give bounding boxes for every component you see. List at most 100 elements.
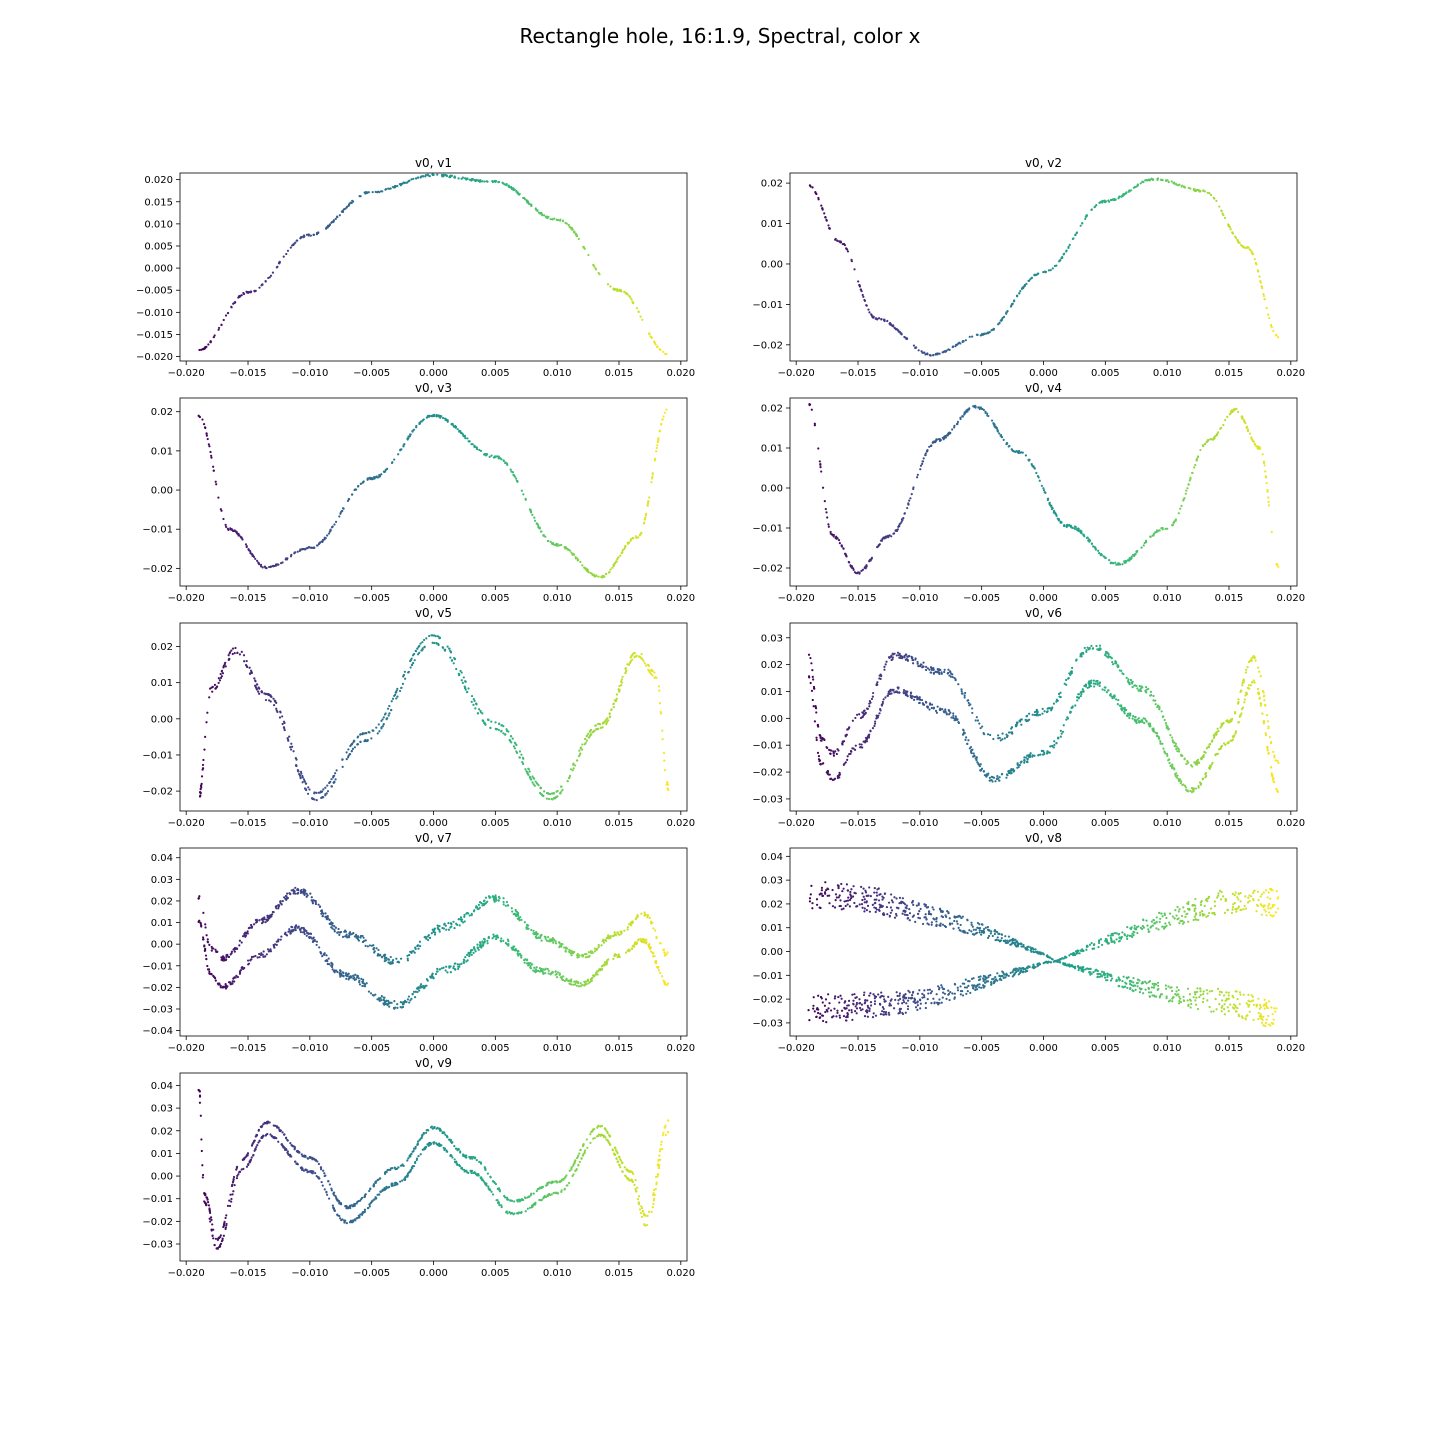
data-point — [860, 290, 863, 293]
data-point — [1062, 253, 1065, 256]
data-point — [215, 685, 219, 688]
data-point — [531, 513, 534, 516]
data-point — [1214, 753, 1217, 757]
data-point — [1184, 786, 1187, 789]
data-point — [200, 782, 203, 785]
data-point — [631, 300, 634, 303]
data-point — [860, 569, 863, 572]
data-point — [520, 489, 523, 492]
data-point — [461, 681, 464, 684]
data-point — [848, 752, 851, 756]
data-point — [1266, 749, 1269, 752]
data-point — [957, 721, 961, 725]
data-point — [1203, 442, 1207, 446]
data-point — [606, 283, 610, 286]
x-tick-label: 0.005 — [481, 818, 510, 829]
data-point — [1257, 691, 1260, 694]
data-point — [285, 252, 288, 256]
data-point — [1140, 685, 1143, 688]
data-point — [206, 938, 209, 941]
data-point — [200, 348, 203, 351]
data-point — [646, 502, 650, 505]
data-point — [1123, 192, 1126, 196]
data-point — [328, 223, 331, 226]
data-point — [304, 548, 307, 551]
data-point — [935, 438, 938, 441]
data-point — [1175, 772, 1178, 775]
data-point — [204, 426, 207, 430]
data-point — [212, 469, 215, 472]
data-point — [1266, 488, 1269, 492]
data-point — [1077, 529, 1080, 533]
x-tick-label: 0.015 — [605, 593, 634, 604]
data-point — [320, 540, 323, 543]
data-point — [882, 698, 885, 701]
x-tick-label: −0.020 — [168, 593, 205, 604]
data-point — [825, 511, 828, 514]
data-point — [220, 323, 223, 326]
data-point — [1143, 541, 1146, 545]
data-point — [297, 770, 300, 773]
data-point — [994, 780, 997, 783]
data-point — [921, 460, 924, 463]
data-point — [1263, 464, 1266, 467]
data-point — [641, 318, 644, 321]
data-point — [504, 942, 508, 945]
data-point — [320, 909, 324, 912]
data-point — [1171, 524, 1174, 527]
data-point — [1027, 755, 1031, 758]
data-point — [1017, 451, 1020, 455]
data-point — [928, 708, 931, 711]
data-point — [1190, 764, 1193, 767]
data-point — [1038, 713, 1042, 716]
data-point — [863, 299, 867, 303]
data-point — [858, 713, 861, 716]
data-point — [623, 547, 626, 551]
data-point — [445, 174, 448, 177]
data-point — [1210, 740, 1213, 743]
data-point — [1264, 470, 1267, 473]
data-point — [198, 415, 202, 419]
data-point — [1034, 713, 1037, 717]
data-point — [957, 683, 960, 686]
data-point — [663, 759, 666, 762]
data-point — [612, 702, 615, 705]
data-point — [515, 914, 518, 918]
data-point — [999, 739, 1002, 742]
data-point — [657, 437, 660, 440]
data-point — [1166, 754, 1169, 757]
data-point — [1109, 655, 1112, 658]
data-point — [345, 974, 348, 977]
data-point — [334, 778, 337, 781]
data-point — [922, 457, 925, 460]
data-point — [888, 534, 891, 537]
data-point — [1121, 709, 1124, 712]
data-point — [202, 911, 205, 914]
data-point — [306, 792, 310, 795]
data-point — [1142, 717, 1145, 720]
data-point — [549, 540, 552, 543]
data-point — [1264, 704, 1267, 707]
data-point — [539, 530, 543, 533]
data-point — [853, 571, 857, 574]
data-point — [227, 955, 231, 959]
data-point — [1041, 712, 1044, 715]
data-point — [205, 434, 208, 437]
x-tick-label: −0.015 — [840, 818, 877, 829]
data-point — [209, 450, 212, 454]
y-tick-label: 0.00 — [151, 486, 173, 497]
data-point — [1071, 666, 1074, 669]
data-point — [1175, 745, 1178, 748]
data-point — [1001, 316, 1004, 320]
data-point — [823, 500, 826, 503]
data-point — [533, 777, 536, 780]
data-point — [1096, 683, 1099, 686]
data-point — [310, 546, 313, 549]
data-point — [536, 209, 539, 213]
data-point — [1250, 680, 1254, 684]
data-point — [932, 707, 935, 710]
data-point — [818, 759, 821, 763]
data-point — [877, 543, 881, 547]
data-point — [1131, 686, 1134, 689]
data-point — [535, 933, 538, 936]
